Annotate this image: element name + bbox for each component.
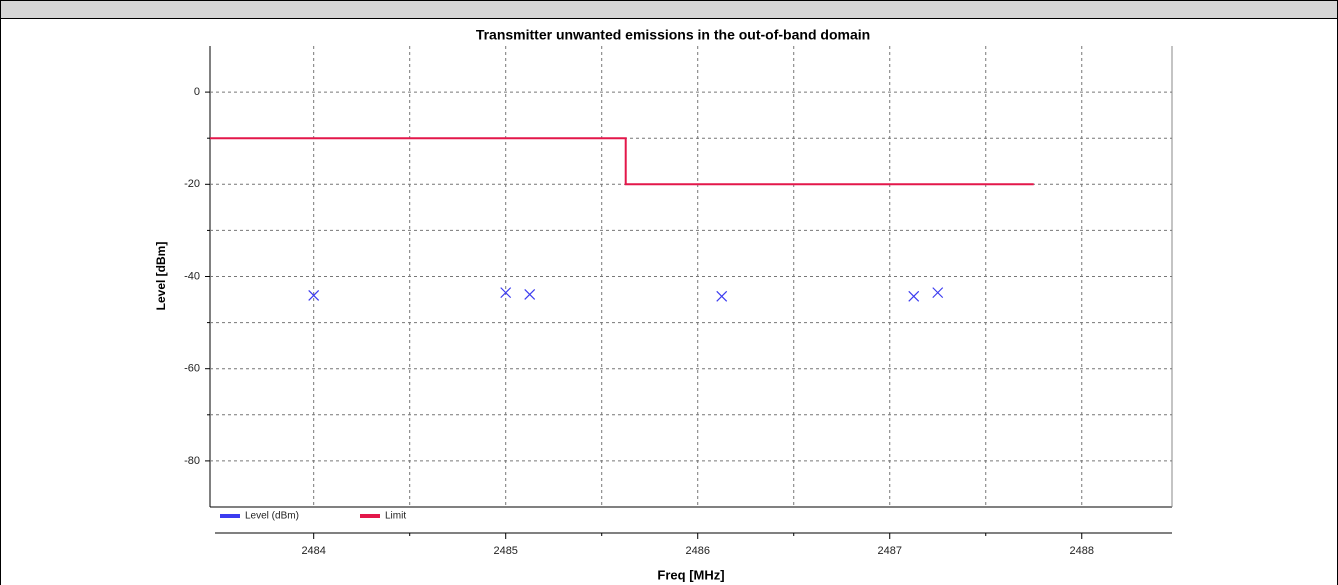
- x-tick-label: 2487: [877, 545, 901, 557]
- limit-line: [210, 137, 1034, 186]
- marker: [932, 287, 944, 299]
- x-axis-title: Freq [MHz]: [657, 567, 724, 582]
- y-tick-label: -40: [184, 270, 200, 282]
- y-tick-label: -60: [184, 363, 200, 375]
- y-tick-label: -20: [184, 178, 200, 190]
- marker: [308, 289, 320, 301]
- marker: [500, 287, 512, 299]
- x-tick-label: 2488: [1070, 545, 1094, 557]
- marker: [716, 290, 728, 302]
- legend-swatch: [360, 514, 380, 518]
- y-tick-label: -80: [184, 455, 200, 467]
- legend-label: Limit: [385, 511, 406, 522]
- marker: [908, 290, 920, 302]
- x-tick-label: 2485: [493, 545, 517, 557]
- y-axis-title: Level [dBm]: [154, 242, 168, 311]
- x-tick-label: 2486: [685, 545, 709, 557]
- x-tick-label: 2484: [301, 545, 325, 557]
- y-tick-label: 0: [194, 86, 200, 98]
- header-bar: [0, 0, 1338, 19]
- chart-title: Transmitter unwanted emissions in the ou…: [476, 27, 870, 43]
- legend-swatch: [220, 514, 240, 518]
- marker: [524, 289, 536, 300]
- legend-label: Level (dBm): [245, 511, 299, 522]
